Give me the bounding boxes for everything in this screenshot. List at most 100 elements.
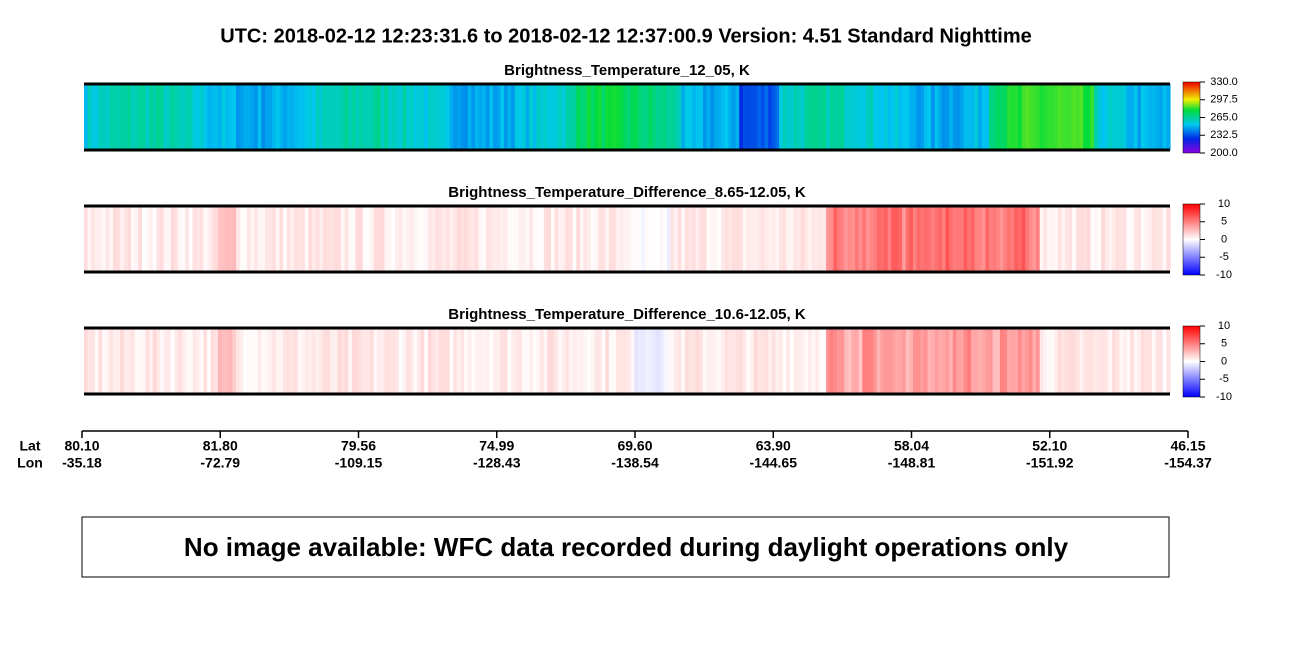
image-stripe: [909, 206, 914, 272]
image-stripe: [315, 206, 320, 272]
image-stripe: [359, 328, 364, 394]
image-stripe: [804, 328, 809, 394]
image-stripe: [587, 84, 592, 150]
image-stripe: [395, 84, 400, 150]
image-stripe: [1144, 328, 1149, 394]
image-stripe: [1017, 206, 1023, 272]
image-stripe: [1032, 328, 1037, 394]
image-stripe: [742, 328, 748, 394]
image-stripe: [275, 84, 281, 150]
image-stripe: [471, 328, 476, 394]
image-stripe: [880, 328, 885, 394]
image-stripe: [1032, 206, 1037, 272]
image-stripe: [304, 206, 310, 272]
image-stripe: [496, 84, 501, 150]
image-stripe: [1101, 84, 1106, 150]
image-stripe: [438, 328, 443, 394]
image-stripe: [474, 206, 480, 272]
image-stripe: [522, 328, 527, 394]
image-stripe: [1072, 206, 1077, 272]
image-stripe: [1083, 84, 1088, 150]
image-stripe: [550, 206, 556, 272]
image-stripe: [587, 206, 592, 272]
image-stripe: [174, 328, 179, 394]
image-stripe: [612, 206, 617, 272]
image-stripe: [460, 84, 465, 150]
image-stripe: [1130, 206, 1135, 272]
image-stripe: [265, 84, 270, 150]
image-stripe: [1159, 84, 1164, 150]
image-stripe: [442, 84, 447, 150]
image-stripe: [569, 84, 574, 150]
image-stripe: [869, 206, 874, 272]
image-stripe: [453, 328, 458, 394]
image-stripe: [637, 84, 643, 150]
image-stripe: [1137, 206, 1142, 272]
lon-tick-label: -128.43: [473, 455, 521, 471]
image-stripe: [645, 84, 650, 150]
image-stripe: [1003, 206, 1008, 272]
image-stripe: [561, 206, 567, 272]
image-stripe: [1007, 328, 1012, 394]
image-stripe: [750, 84, 755, 150]
image-stripe: [109, 84, 114, 150]
image-stripe: [808, 206, 813, 272]
image-stripe: [116, 328, 121, 394]
image-stripe: [789, 206, 795, 272]
image-stripe: [496, 206, 501, 272]
image-stripe: [1036, 84, 1041, 150]
image-stripe: [869, 328, 874, 394]
image-stripe: [554, 84, 559, 150]
image-stripe: [851, 84, 856, 150]
image-stripe: [985, 328, 990, 394]
image-stripe: [471, 206, 476, 272]
image-stripe: [572, 328, 577, 394]
image-stripe: [688, 206, 693, 272]
image-stripe: [1133, 206, 1139, 272]
image-stripe: [304, 328, 310, 394]
image-stripe: [822, 206, 827, 272]
image-stripe: [341, 206, 346, 272]
colorbar-tick-label: 200.0: [1210, 147, 1238, 159]
image-stripe: [366, 328, 371, 394]
image-stripe: [160, 206, 165, 272]
notice-box: [81, 516, 1170, 578]
image-stripe: [670, 328, 675, 394]
image-stripe: [449, 84, 454, 150]
image-stripe: [156, 206, 161, 272]
image-stripe: [1057, 84, 1062, 150]
image-stripe: [804, 84, 809, 150]
image-stripe: [970, 206, 976, 272]
image-stripe: [265, 206, 270, 272]
image-stripe: [268, 206, 273, 272]
image-stripe: [330, 328, 335, 394]
image-stripe: [884, 84, 889, 150]
image-stripe: [330, 84, 335, 150]
image-stripe: [873, 84, 878, 150]
image-stripe: [869, 84, 874, 150]
image-stripe: [1003, 328, 1008, 394]
panel-title: Brightness_Temperature_Difference_10.6-1…: [448, 306, 806, 323]
image-stripe: [330, 206, 335, 272]
image-stripe: [739, 84, 744, 150]
image-stripe: [826, 84, 831, 150]
image-stripe: [565, 84, 570, 150]
image-stripe: [435, 84, 440, 150]
image-stripe: [1065, 328, 1070, 394]
image-stripe: [1093, 206, 1099, 272]
image-stripe: [996, 84, 1001, 150]
image-stripe: [760, 84, 766, 150]
image-stripe: [963, 84, 968, 150]
image-stripe: [710, 84, 715, 150]
image-stripe: [952, 206, 958, 272]
image-stripe: [326, 206, 331, 272]
lon-tick-label: -35.18: [62, 455, 102, 471]
image-stripe: [420, 206, 425, 272]
image-stripe: [131, 206, 136, 272]
image-stripe: [898, 206, 903, 272]
image-stripe: [873, 206, 878, 272]
image-stripe: [254, 328, 259, 394]
image-stripe: [460, 328, 465, 394]
image-stripe: [188, 206, 194, 272]
image-stripe: [974, 84, 979, 150]
